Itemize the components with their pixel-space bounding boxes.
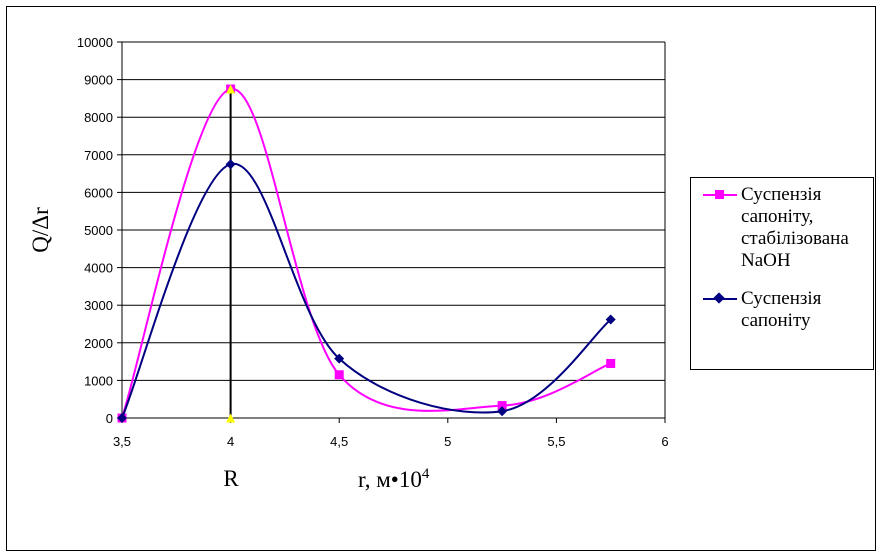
marker-label: R [223,466,239,491]
legend: Суспензія сапоніту, стабілізована NaOH С… [690,177,874,370]
x-axis-label: r, м•104 [358,466,430,492]
y-tick-label: 9000 [84,73,113,88]
marker-bottom-triangle [226,413,236,423]
legend-square-marker [715,190,724,199]
data-point-square [497,401,507,411]
x-tick-label: 4,5 [330,434,348,449]
legend-diamond-marker [713,292,725,304]
y-tick-label: 10000 [77,35,113,50]
x-tick-label: 5 [444,434,451,449]
legend-label-line: стабілізована [741,228,849,249]
series-line-1 [121,163,612,419]
y-tick-label: 2000 [84,336,113,351]
y-tick-label: 8000 [84,110,113,125]
x-tick-label: 5,5 [547,434,565,449]
data-point-diamond [117,413,127,423]
y-tick-label: 0 [106,411,113,426]
y-tick-label: 4000 [84,261,113,276]
series-line-0 [121,87,612,419]
marker-top-triangle [226,84,236,94]
legend-label-line: сапоніту [741,310,811,331]
legend-label-line: сапоніту, [741,206,814,227]
legend-label-line: Суспензія [741,184,822,205]
series-group [117,84,616,423]
data-point-diamond [605,314,616,325]
axes [117,41,666,423]
legend-label-saponite: Суспензія сапоніту [741,288,881,332]
legend-label-naoh: Суспензія сапоніту, стабілізована NaOH [741,184,881,272]
data-point-diamond [497,406,508,417]
data-point-square [606,358,616,368]
x-tick-label: 6 [661,434,668,449]
data-point-square [334,370,344,380]
y-axis-label: Q/Δr [28,207,53,253]
x-tick-label: 3,5 [113,434,131,449]
legend-label-line: NaOH [741,250,791,271]
data-point-diamond [334,353,345,364]
x-tick-labels: 3,5 4 4,5 5 5,5 6 [113,434,669,449]
y-tick-label: 1000 [84,373,113,388]
x-tick-label: 4 [227,434,234,449]
x-axis-label-exponent: 4 [422,466,430,482]
y-tick-label: 7000 [84,148,113,163]
y-tick-label: 6000 [84,185,113,200]
gridlines [122,41,665,381]
y-tick-label: 5000 [84,223,113,238]
x-axis-label-base: r, м•10 [358,467,422,492]
y-tick-labels: 0 1000 2000 3000 4000 5000 6000 7000 8000 9000 100… [77,35,113,426]
legend-label-line: Суспензія [741,288,822,309]
data-point-diamond [225,159,236,170]
y-tick-label: 3000 [84,298,113,313]
